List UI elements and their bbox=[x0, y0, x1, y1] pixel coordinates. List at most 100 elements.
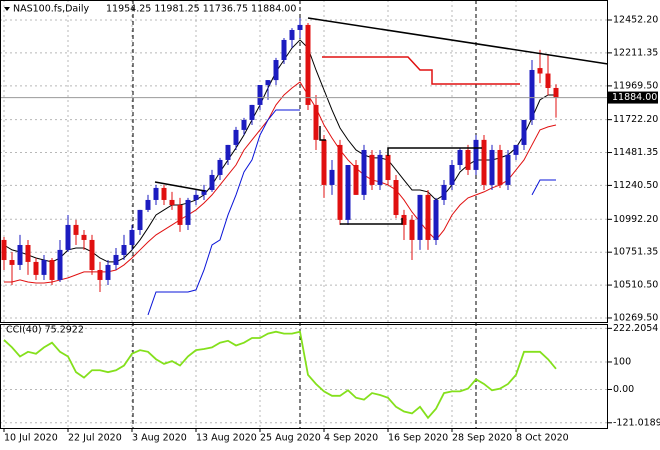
candle-body bbox=[49, 260, 55, 280]
candle-body bbox=[273, 60, 279, 81]
candle-body bbox=[385, 154, 391, 181]
candle-body bbox=[201, 189, 207, 195]
trend-line bbox=[319, 126, 326, 141]
candle-body bbox=[41, 260, 47, 275]
x-tick-label: 25 Aug 2020 bbox=[260, 433, 321, 444]
main-frame bbox=[0, 0, 608, 323]
candle-body bbox=[417, 194, 423, 240]
candle-body bbox=[73, 224, 79, 235]
candle-body bbox=[305, 24, 311, 105]
candle-body bbox=[65, 224, 71, 250]
trend-line bbox=[154, 181, 206, 192]
candle-body bbox=[9, 260, 15, 265]
y-tick-label: 11240.50 bbox=[613, 180, 658, 191]
candle-body bbox=[57, 249, 63, 280]
candle-body bbox=[81, 234, 87, 240]
cci-line bbox=[3, 330, 557, 420]
price-label: 11884.00 bbox=[612, 92, 657, 103]
y-tick-label: 0.00 bbox=[613, 384, 634, 395]
candle-body bbox=[369, 154, 375, 185]
candle-body bbox=[473, 139, 479, 170]
x-tick-label: 3 Aug 2020 bbox=[132, 433, 187, 444]
candle-body bbox=[489, 149, 495, 185]
indicator-frame bbox=[0, 324, 608, 429]
x-tick-label: 13 Aug 2020 bbox=[196, 433, 257, 444]
y-tick-label: 11969.50 bbox=[613, 80, 658, 91]
y-tick-label: 10510.50 bbox=[613, 280, 658, 291]
candle-body bbox=[249, 104, 255, 120]
trend-line bbox=[307, 17, 609, 65]
candle-body bbox=[89, 239, 95, 270]
candle-body bbox=[241, 119, 247, 130]
y-tick-label: 12211.35 bbox=[613, 47, 658, 58]
candle-body bbox=[353, 165, 359, 195]
candle-body bbox=[137, 209, 143, 230]
candle-body bbox=[425, 194, 431, 240]
candle-body bbox=[377, 154, 383, 185]
candle-body bbox=[465, 149, 471, 170]
candle-body bbox=[217, 159, 223, 175]
resistance-line bbox=[322, 56, 520, 85]
ohlc-values: 11954.25 11981.25 11736.75 11884.00 bbox=[106, 4, 296, 15]
candle-body bbox=[513, 144, 519, 155]
candle-body bbox=[97, 269, 103, 280]
candle-body bbox=[121, 245, 127, 255]
y-tick-label: 11481.35 bbox=[613, 147, 658, 158]
x-tick-label: 16 Sep 2020 bbox=[388, 433, 448, 444]
indicator-title: CCI(40) 75.2922 bbox=[6, 325, 84, 336]
y-tick-label: 10269.50 bbox=[613, 312, 658, 323]
candle-body bbox=[361, 149, 367, 195]
candle-body bbox=[33, 261, 39, 275]
grid bbox=[0, 0, 608, 428]
indicator-line bbox=[531, 179, 556, 196]
y-tick-label: 10751.35 bbox=[613, 247, 658, 258]
x-tick-label: 22 Jul 2020 bbox=[68, 433, 122, 444]
candle-body bbox=[193, 194, 199, 200]
candle-body bbox=[129, 229, 135, 246]
candle-body bbox=[313, 104, 319, 140]
candle-body bbox=[497, 149, 503, 185]
candle-body bbox=[161, 187, 167, 200]
candle-body bbox=[17, 245, 23, 265]
candle-body bbox=[257, 85, 263, 105]
menu-arrow bbox=[4, 7, 10, 11]
candle-body bbox=[281, 39, 287, 61]
y-tick-label: 12452.20 bbox=[613, 14, 658, 25]
candle-body bbox=[265, 80, 271, 86]
price-box bbox=[608, 91, 658, 104]
candle-body bbox=[321, 139, 327, 185]
candle-body bbox=[185, 199, 191, 225]
candle-body bbox=[481, 139, 487, 185]
indicator-line bbox=[147, 109, 300, 316]
y-tick-label: 100 bbox=[613, 356, 631, 367]
candle-body bbox=[337, 144, 343, 220]
candle-body bbox=[505, 154, 511, 185]
candle-body bbox=[345, 165, 351, 220]
candle-body bbox=[553, 87, 559, 98]
y-tick-label: 10992.20 bbox=[613, 214, 658, 225]
y-tick-label: -121.0189 bbox=[613, 417, 660, 428]
candle-body bbox=[441, 184, 447, 200]
labels: 12452.20 12211.35 11969.50 11722.20 11481.35… bbox=[3, 14, 660, 444]
trend-line bbox=[387, 147, 482, 156]
y-tick-label: 222.2054 bbox=[613, 323, 658, 334]
x-tick-label: 28 Sep 2020 bbox=[452, 433, 512, 444]
candle-body bbox=[529, 69, 535, 120]
marks bbox=[0, 17, 608, 420]
candle-body bbox=[537, 68, 543, 74]
candle-body bbox=[153, 187, 159, 200]
indicator-line bbox=[4, 81, 557, 284]
candle-body bbox=[209, 174, 215, 190]
candle-body bbox=[449, 165, 455, 185]
candle-body bbox=[401, 214, 407, 225]
candle-body bbox=[113, 254, 119, 265]
candle-body bbox=[521, 119, 527, 145]
candle-body bbox=[1, 239, 7, 261]
candle-body bbox=[233, 129, 239, 145]
x-tick-label: 10 Jul 2020 bbox=[4, 433, 58, 444]
candle-body bbox=[545, 73, 551, 89]
candle-body bbox=[433, 199, 439, 240]
candle-body bbox=[409, 219, 415, 240]
